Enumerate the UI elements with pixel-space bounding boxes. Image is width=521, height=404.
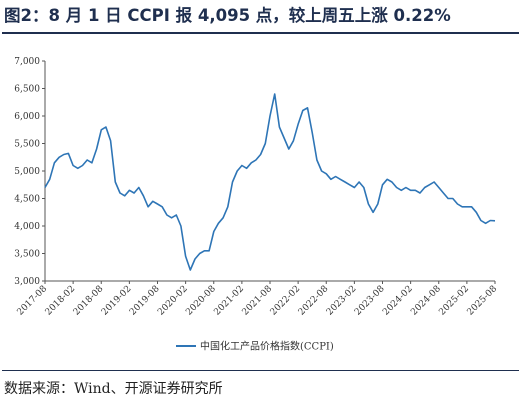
x-tick-label: 2024-02 bbox=[381, 284, 415, 318]
chart-legend: 中国化工产品价格指数(CCPI) bbox=[176, 340, 334, 353]
chart-title: 图2：8 月 1 日 CCPI 报 4,095 点，较上周五上涨 0.22% bbox=[4, 6, 451, 25]
x-tick-label: 2017-08 bbox=[16, 284, 50, 318]
y-tick-label: 5,000 bbox=[14, 167, 40, 177]
y-tick-label: 6,000 bbox=[14, 112, 40, 122]
x-tick-label: 2023-02 bbox=[325, 284, 359, 318]
y-tick-label: 5,500 bbox=[14, 140, 40, 150]
x-tick-label: 2020-02 bbox=[156, 284, 190, 318]
chart-axes bbox=[44, 61, 495, 282]
x-tick-label: 2019-02 bbox=[100, 284, 134, 318]
ccpi-series-line bbox=[44, 93, 496, 271]
x-tick-label: 2020-08 bbox=[184, 284, 218, 318]
y-tick-label: 4,500 bbox=[14, 195, 40, 205]
source-note: 数据来源：Wind、开源证券研究所 bbox=[4, 381, 223, 397]
x-tick-label: 2021-08 bbox=[241, 284, 275, 318]
y-tick-label: 4,000 bbox=[14, 222, 40, 232]
x-tick-label: 2018-02 bbox=[44, 284, 78, 318]
y-axis-ticks: 3,000 3,500 4,000 4,500 5,000 5,500 6,000 6,500… bbox=[14, 57, 45, 287]
y-tick-label: 3,000 bbox=[14, 277, 40, 287]
x-tick-label: 2025-02 bbox=[437, 284, 471, 318]
x-tick-label: 2018-08 bbox=[72, 284, 106, 318]
source-rule bbox=[2, 370, 519, 371]
ccpi-line-chart: 3,000 3,500 4,000 4,500 5,000 5,500 6,000 6,500… bbox=[14, 57, 500, 353]
x-tick-label: 2022-08 bbox=[297, 284, 331, 318]
x-tick-label: 2019-08 bbox=[128, 284, 162, 318]
y-tick-label: 6,500 bbox=[14, 85, 40, 95]
x-tick-label: 2024-08 bbox=[409, 284, 443, 318]
x-tick-label: 2025-08 bbox=[466, 284, 500, 318]
x-tick-label: 2021-02 bbox=[212, 284, 246, 318]
x-tick-label: 2023-08 bbox=[353, 284, 387, 318]
x-axis-ticks: 2017-082018-022018-082019-022019-082020-… bbox=[16, 281, 500, 318]
y-tick-label: 7,000 bbox=[14, 57, 40, 67]
title-rule bbox=[2, 32, 519, 34]
legend-label: 中国化工产品价格指数(CCPI) bbox=[200, 340, 334, 353]
x-tick-label: 2022-02 bbox=[269, 284, 303, 318]
y-tick-label: 3,500 bbox=[14, 250, 40, 260]
